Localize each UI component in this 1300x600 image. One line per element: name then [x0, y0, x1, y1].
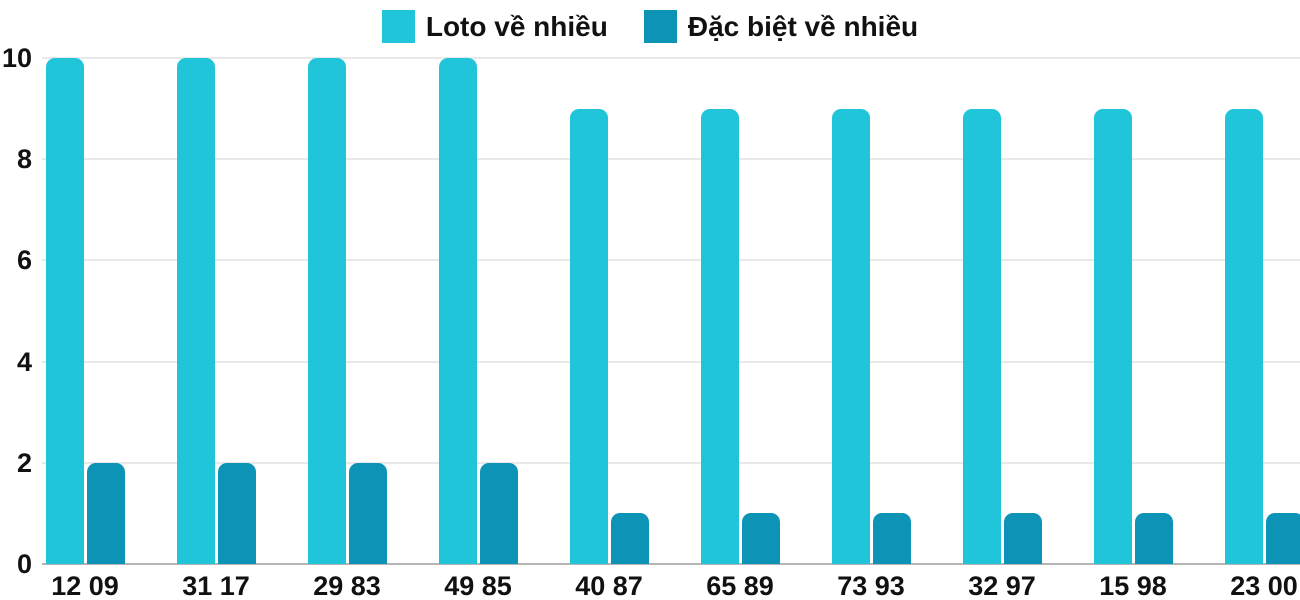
bar-dac-biet-ve-nhieu[interactable]	[1265, 513, 1300, 564]
legend-item-loto-ve-nhieu[interactable]: Loto về nhiều	[381, 10, 608, 43]
legend-label-loto: Loto về nhiều	[425, 11, 608, 42]
bar-dac-biet-ve-nhieu[interactable]	[479, 462, 518, 564]
y-tick-label: 2	[16, 447, 32, 478]
x-tick-label: 12 09	[51, 571, 119, 600]
y-tick-label: 10	[1, 43, 32, 73]
x-tick-label: 32 97	[968, 571, 1036, 600]
bar-dac-biet-ve-nhieu[interactable]	[217, 462, 256, 564]
gridline	[42, 360, 1300, 363]
y-tick-label: 8	[16, 144, 32, 175]
y-tick-label: 0	[16, 549, 32, 579]
legend-swatch-loto-icon	[381, 10, 415, 43]
x-tick-label: 15 98	[1099, 571, 1167, 600]
bar-loto-ve-nhieu[interactable]	[962, 108, 1001, 564]
x-tick-label: 73 93	[837, 571, 905, 600]
bar-loto-ve-nhieu[interactable]	[307, 58, 346, 564]
bar-loto-ve-nhieu[interactable]	[700, 108, 739, 564]
x-tick-label: 49 85	[444, 571, 512, 600]
bar-dac-biet-ve-nhieu[interactable]	[741, 513, 780, 564]
gridline	[42, 461, 1300, 464]
bar-dac-biet-ve-nhieu[interactable]	[872, 513, 911, 564]
bar-loto-ve-nhieu[interactable]	[831, 108, 870, 564]
x-axis-line	[42, 563, 1300, 565]
x-tick-label: 29 83	[313, 571, 381, 600]
bar-loto-ve-nhieu[interactable]	[438, 58, 477, 564]
gridline	[42, 158, 1300, 161]
legend-swatch-dac-biet-icon	[643, 10, 677, 43]
x-tick-label: 40 87	[575, 571, 643, 600]
bar-loto-ve-nhieu[interactable]	[176, 58, 215, 564]
bar-loto-ve-nhieu[interactable]	[45, 58, 84, 564]
x-tick-label: 31 17	[182, 571, 250, 600]
bar-dac-biet-ve-nhieu[interactable]	[86, 462, 125, 564]
bar-dac-biet-ve-nhieu[interactable]	[610, 513, 649, 564]
bar-dac-biet-ve-nhieu[interactable]	[1003, 513, 1042, 564]
y-tick-label: 6	[16, 245, 32, 276]
bar-loto-ve-nhieu[interactable]	[1224, 108, 1263, 564]
gridline	[42, 57, 1300, 59]
x-tick-label: 23 00	[1230, 571, 1298, 600]
bar-loto-ve-nhieu[interactable]	[1093, 108, 1132, 564]
bar-dac-biet-ve-nhieu[interactable]	[1134, 513, 1173, 564]
gridline	[42, 259, 1300, 262]
legend-label-dac-biet: Đặc biệt về nhiều	[687, 11, 919, 42]
y-tick-label: 4	[16, 346, 32, 377]
legend-item-dac-biet-ve-nhieu[interactable]: Đặc biệt về nhiều	[643, 10, 919, 43]
chart-legend: Loto về nhiều Đặc biệt về nhiều	[0, 10, 1300, 43]
bar-dac-biet-ve-nhieu[interactable]	[348, 462, 387, 564]
x-tick-label: 65 89	[706, 571, 774, 600]
bar-loto-ve-nhieu[interactable]	[569, 108, 608, 564]
